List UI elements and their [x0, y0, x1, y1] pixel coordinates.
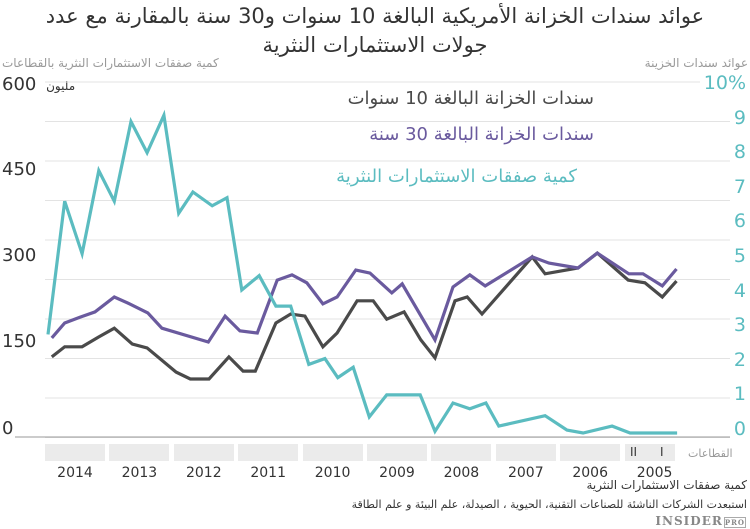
legend-deals: كمية صفقات الاستثمارات النثرية [336, 166, 577, 187]
sector-marker-i: I [660, 445, 664, 459]
x-tick-label: 2014 [57, 465, 93, 481]
sector-bar [173, 444, 234, 461]
right-tick: 10% [703, 72, 746, 94]
sector-bar [495, 444, 556, 461]
right-tick: 4 [733, 279, 746, 302]
left-tick-300: 300 [2, 245, 37, 266]
left-tick-450: 450 [2, 159, 37, 180]
sector-bar [109, 444, 170, 461]
sector-bar [45, 444, 105, 461]
x-tick-label: 2012 [185, 465, 222, 481]
right-tick: 6 [733, 210, 746, 233]
chart-title-line-1: عوائد سندات الخزانة الأمريكية البالغة 10… [45, 4, 705, 28]
legend-30-year: سندات الخزانة البالغة 30 سنة [369, 124, 594, 145]
sector-marker-ii: II [630, 445, 638, 459]
right-tick: 3 [733, 314, 746, 337]
right-tick: 2 [733, 348, 746, 371]
legend-10-year: سندات الخزانة البالغة 10 سنوات [347, 88, 594, 109]
right-tick: 8 [733, 141, 746, 164]
right-tick: 1 [733, 383, 746, 406]
series-30-year-line [50, 251, 678, 344]
chart-title-line-2: جولات الاستثمارات النثرية [262, 33, 488, 57]
x-tick-label: 2010 [314, 465, 351, 481]
x-tick-label: 2006 [572, 465, 608, 481]
sector-bar [302, 444, 363, 461]
chart-title: عوائد سندات الخزانة الأمريكية البالغة 10… [0, 2, 750, 60]
x-tick-label: 2009 [379, 465, 415, 481]
sector-bar [238, 444, 299, 461]
left-tick-0: 0 [2, 418, 14, 439]
sectors-label: القطاعات [688, 447, 733, 460]
sector-bar [367, 444, 427, 461]
sector-bar [624, 444, 675, 461]
footer-source-label: كمية صفقات الاستثمارات النثرية [586, 478, 747, 492]
right-tick: 5 [733, 245, 746, 267]
left-tick-150: 150 [2, 331, 37, 352]
footer-note: استبعدت الشركات الناشئة للصناعات التقنية… [351, 498, 747, 511]
right-tick: 0 [733, 418, 746, 440]
x-tick-label: 2005 [636, 465, 673, 481]
x-tick-label: 2013 [121, 465, 158, 481]
sector-bar [431, 444, 492, 461]
x-tick-label: 2007 [507, 465, 544, 481]
right-tick: 9 [733, 106, 746, 129]
right-axis-title: عوائد سندات الخزينة [644, 56, 748, 70]
series-deals-line [46, 109, 678, 435]
left-axis-title: كمية صفقات الاستثمارات النثرية بالقطاعات [2, 56, 219, 70]
left-tick-600: 600 [2, 74, 37, 95]
x-tick-label: 2008 [443, 465, 480, 481]
x-tick-label: 2011 [250, 465, 286, 481]
sector-bar [560, 444, 621, 461]
right-tick: 7 [733, 175, 746, 198]
insider-pro-logo: INSIDER PRO [655, 514, 746, 528]
